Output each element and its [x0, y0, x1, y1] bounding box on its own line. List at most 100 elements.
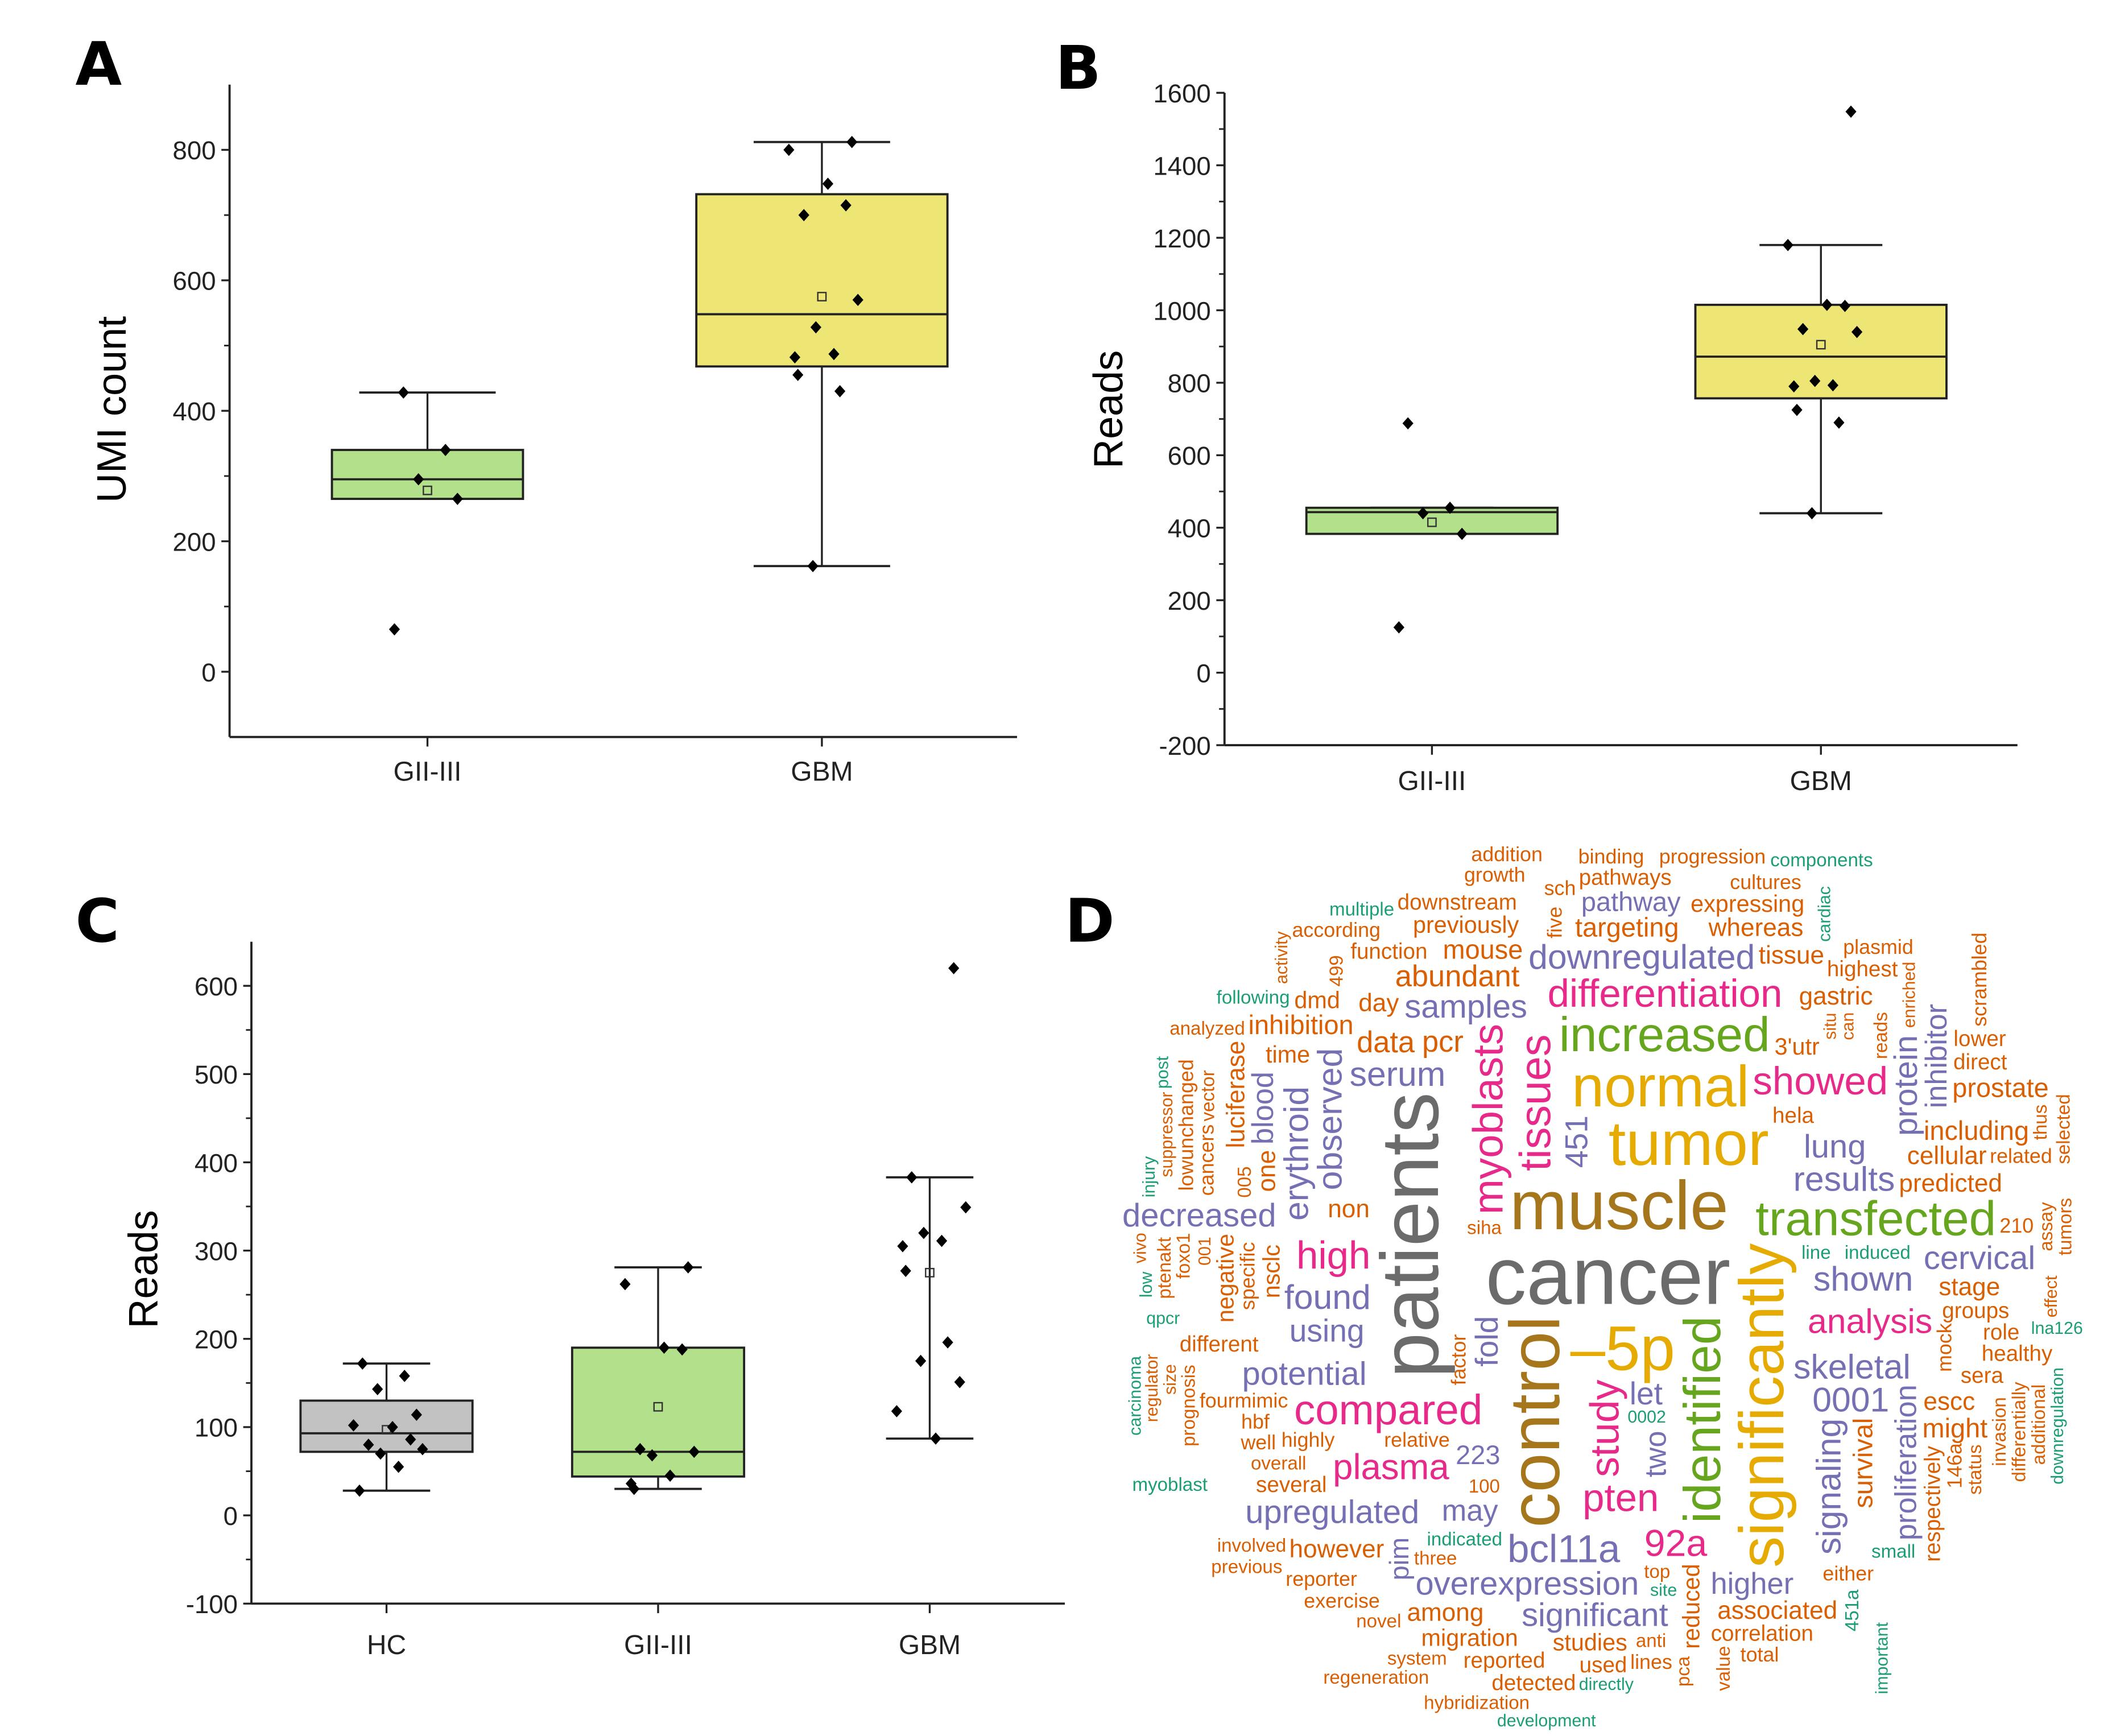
word-cloud-term: thus	[2030, 1105, 2051, 1140]
word-cloud-term: 92a	[1644, 1522, 1708, 1564]
word-cloud-term: status	[1965, 1444, 1986, 1494]
y-tick-label: 200	[173, 527, 216, 556]
word-cloud-term: inhibition	[1249, 1010, 1354, 1040]
word-cloud-term: role	[1983, 1320, 2019, 1345]
data-point	[1393, 621, 1404, 634]
box-group-gbm: GBM	[886, 962, 974, 1660]
word-cloud-term: post	[1153, 1056, 1172, 1089]
panel-letter-a: A	[75, 29, 122, 99]
data-point	[828, 348, 840, 361]
word-cloud-term: used	[1580, 1653, 1627, 1677]
word-cloud-term: erythroid	[1276, 1086, 1315, 1221]
word-cloud-term: pathways	[1579, 865, 1672, 890]
word-cloud-term: reads	[1871, 1012, 1892, 1059]
y-axis-title: UMI count	[89, 316, 135, 503]
word-cloud-term: different	[1180, 1332, 1259, 1357]
data-point	[1833, 416, 1845, 429]
word-cloud-term: previously	[1413, 912, 1519, 938]
mean-marker	[653, 1402, 663, 1412]
word-cloud-term: following	[1217, 987, 1290, 1008]
word-cloud-term: injury	[1140, 1156, 1159, 1197]
y-tick-label: 400	[195, 1148, 238, 1177]
data-point	[915, 1354, 927, 1367]
word-cloud-term: prostate	[1952, 1073, 2048, 1103]
word-cloud-term: invasion	[1989, 1397, 2010, 1466]
word-cloud-term: novel	[1356, 1611, 1401, 1632]
chart-a-umi-count: 0 200 400 600 800 UMI count GII-III GBM	[89, 84, 1018, 787]
word-cloud-term: whereas	[1708, 914, 1804, 942]
data-point	[1782, 238, 1793, 251]
word-cloud-term: growth	[1464, 863, 1526, 886]
data-point	[1845, 105, 1857, 118]
data-point	[405, 1433, 416, 1446]
data-point	[807, 560, 819, 572]
word-cloud-term: protein	[1888, 1035, 1924, 1136]
word-cloud-term: 100	[1469, 1476, 1500, 1497]
word-cloud-term: cervical	[1924, 1240, 2035, 1276]
word-cloud-term: respectively	[1920, 1445, 1945, 1562]
word-cloud-term: five	[1544, 907, 1567, 939]
word-cloud-term: high	[1296, 1234, 1370, 1278]
word-cloud-term: enriched	[1900, 962, 1919, 1028]
word-cloud-term: analysis	[1808, 1302, 1932, 1341]
word-cloud-term: overall	[1251, 1453, 1307, 1474]
word-cloud-term: shown	[1813, 1259, 1913, 1298]
word-cloud-term: targeting	[1575, 913, 1679, 943]
word-cloud-term: muscle	[1510, 1167, 1729, 1244]
word-cloud-term: healthy	[1982, 1342, 2053, 1366]
word-cloud-term: exercise	[1304, 1589, 1380, 1612]
word-cloud-term: nsclc	[1258, 1245, 1284, 1298]
word-cloud-term: differentiation	[1548, 972, 1783, 1015]
word-cloud-term: sera	[1961, 1363, 2004, 1388]
word-cloud-term: hybridization	[1424, 1693, 1530, 1714]
word-cloud-term: pcr	[1422, 1026, 1464, 1059]
word-cloud-term: pca	[1673, 1656, 1694, 1687]
word-cloud-term: samples	[1404, 989, 1527, 1025]
word-cloud-term: patients	[1365, 1092, 1456, 1378]
word-cloud-term: indicated	[1427, 1529, 1502, 1550]
data-point	[375, 1447, 386, 1460]
data-point	[363, 1439, 374, 1451]
y-tick-label: 500	[195, 1060, 238, 1089]
data-point	[960, 1201, 972, 1214]
word-cloud-term: tissues	[1511, 1034, 1560, 1171]
word-cloud-term: low	[1137, 1272, 1156, 1298]
word-cloud-term: cardiac	[1816, 886, 1834, 942]
word-cloud-term: detected	[1491, 1671, 1576, 1695]
word-cloud-term: involved	[1217, 1535, 1286, 1556]
word-cloud-term: reduced	[1679, 1564, 1705, 1649]
word-cloud-term: according	[1292, 919, 1380, 941]
word-cloud-term: skeletal	[1793, 1347, 1911, 1386]
box-group-gbm: GBM	[1694, 105, 1948, 796]
word-cloud-term: bcl11a	[1507, 1527, 1621, 1570]
y-tick-label: 0	[224, 1502, 238, 1531]
y-tick-label: 400	[1168, 514, 1211, 543]
data-point	[810, 321, 821, 334]
word-cloud-term: study	[1582, 1379, 1627, 1477]
word-cloud-term: decreased	[1122, 1197, 1276, 1234]
word-cloud-term: reporter	[1286, 1568, 1357, 1590]
word-cloud-term: highly	[1282, 1429, 1335, 1452]
word-cloud-term: several	[1256, 1473, 1326, 1497]
box-iqr	[571, 1346, 746, 1478]
y-tick-label: -200	[1159, 731, 1210, 760]
x-tick-label: GBM	[899, 1630, 961, 1660]
word-cloud-term: total	[1741, 1643, 1779, 1666]
y-tick-label: 300	[195, 1237, 238, 1266]
data-point	[906, 1171, 918, 1184]
word-cloud-term: components	[1770, 850, 1873, 871]
word-cloud-term: overexpression	[1415, 1565, 1639, 1602]
word-cloud-term: cancers	[1196, 1125, 1218, 1196]
x-tick-label: GII-III	[1398, 766, 1466, 796]
data-point	[1827, 379, 1838, 392]
word-cloud-term: reported	[1464, 1648, 1545, 1673]
word-cloud-term: results	[1793, 1160, 1895, 1198]
word-cloud-term: assay	[2036, 1202, 2057, 1251]
data-point	[792, 369, 804, 381]
data-point	[846, 135, 858, 148]
word-cloud-term: dmd	[1294, 987, 1340, 1013]
word-cloud-term: vivo	[1131, 1233, 1150, 1263]
word-cloud-term: sch	[1544, 877, 1576, 899]
word-cloud-term: expressing	[1691, 891, 1804, 917]
data-point	[936, 1234, 948, 1247]
